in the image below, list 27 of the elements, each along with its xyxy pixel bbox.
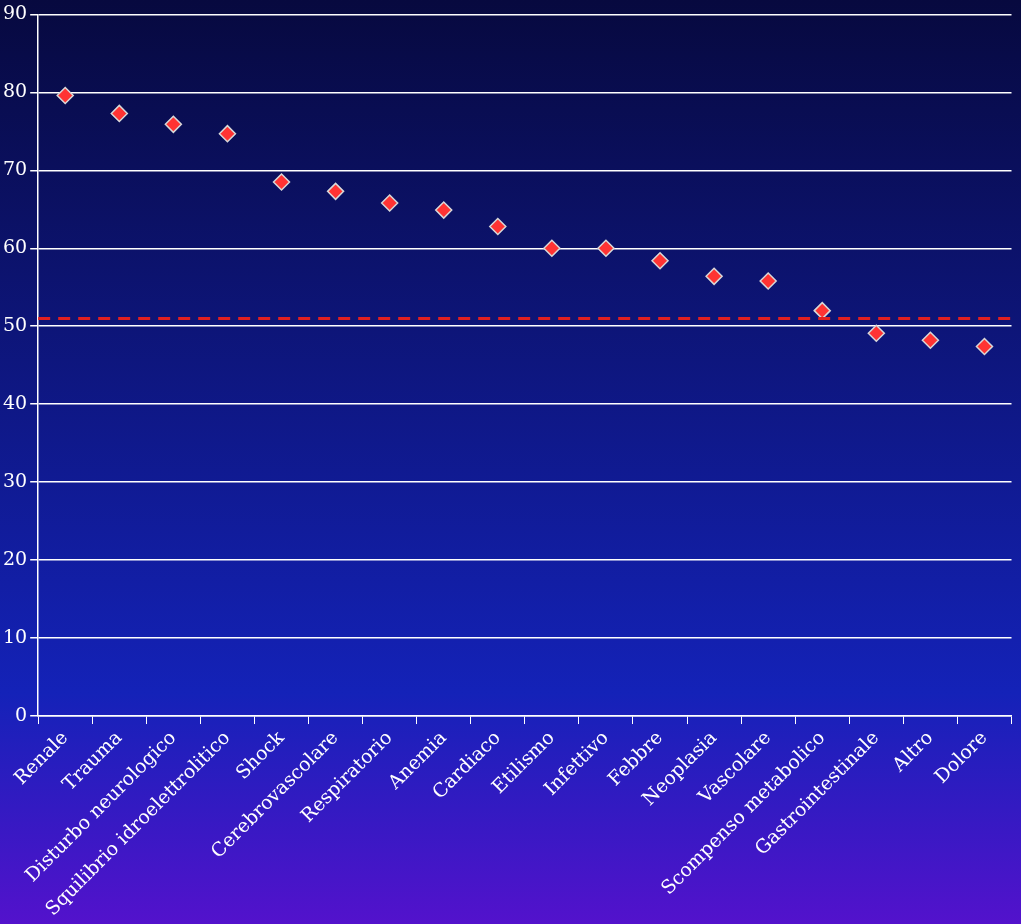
y-tick-label: 50	[2, 313, 28, 336]
point	[759, 272, 777, 290]
point	[380, 194, 399, 212]
y-tick-label: 80	[2, 79, 28, 102]
y-tick-label: 30	[2, 469, 28, 492]
point	[164, 115, 183, 134]
point	[434, 201, 453, 219]
point	[975, 337, 994, 356]
point	[110, 104, 129, 123]
y-tick-label: 70	[2, 157, 28, 180]
y-tick-label: 90	[2, 1, 28, 24]
y-tick-label: 40	[2, 391, 28, 414]
point	[651, 252, 669, 270]
point	[272, 173, 291, 191]
point	[867, 324, 886, 342]
point	[326, 182, 345, 201]
point	[56, 86, 74, 105]
point	[218, 124, 237, 143]
point	[921, 331, 940, 350]
point	[543, 239, 561, 258]
point	[705, 267, 723, 286]
y-tick-label: 60	[2, 235, 28, 258]
point	[597, 239, 615, 258]
y-tick-label: 20	[2, 547, 28, 570]
point	[489, 217, 507, 236]
y-tick-label: 10	[2, 625, 28, 648]
y-tick-label: 0	[15, 702, 28, 725]
